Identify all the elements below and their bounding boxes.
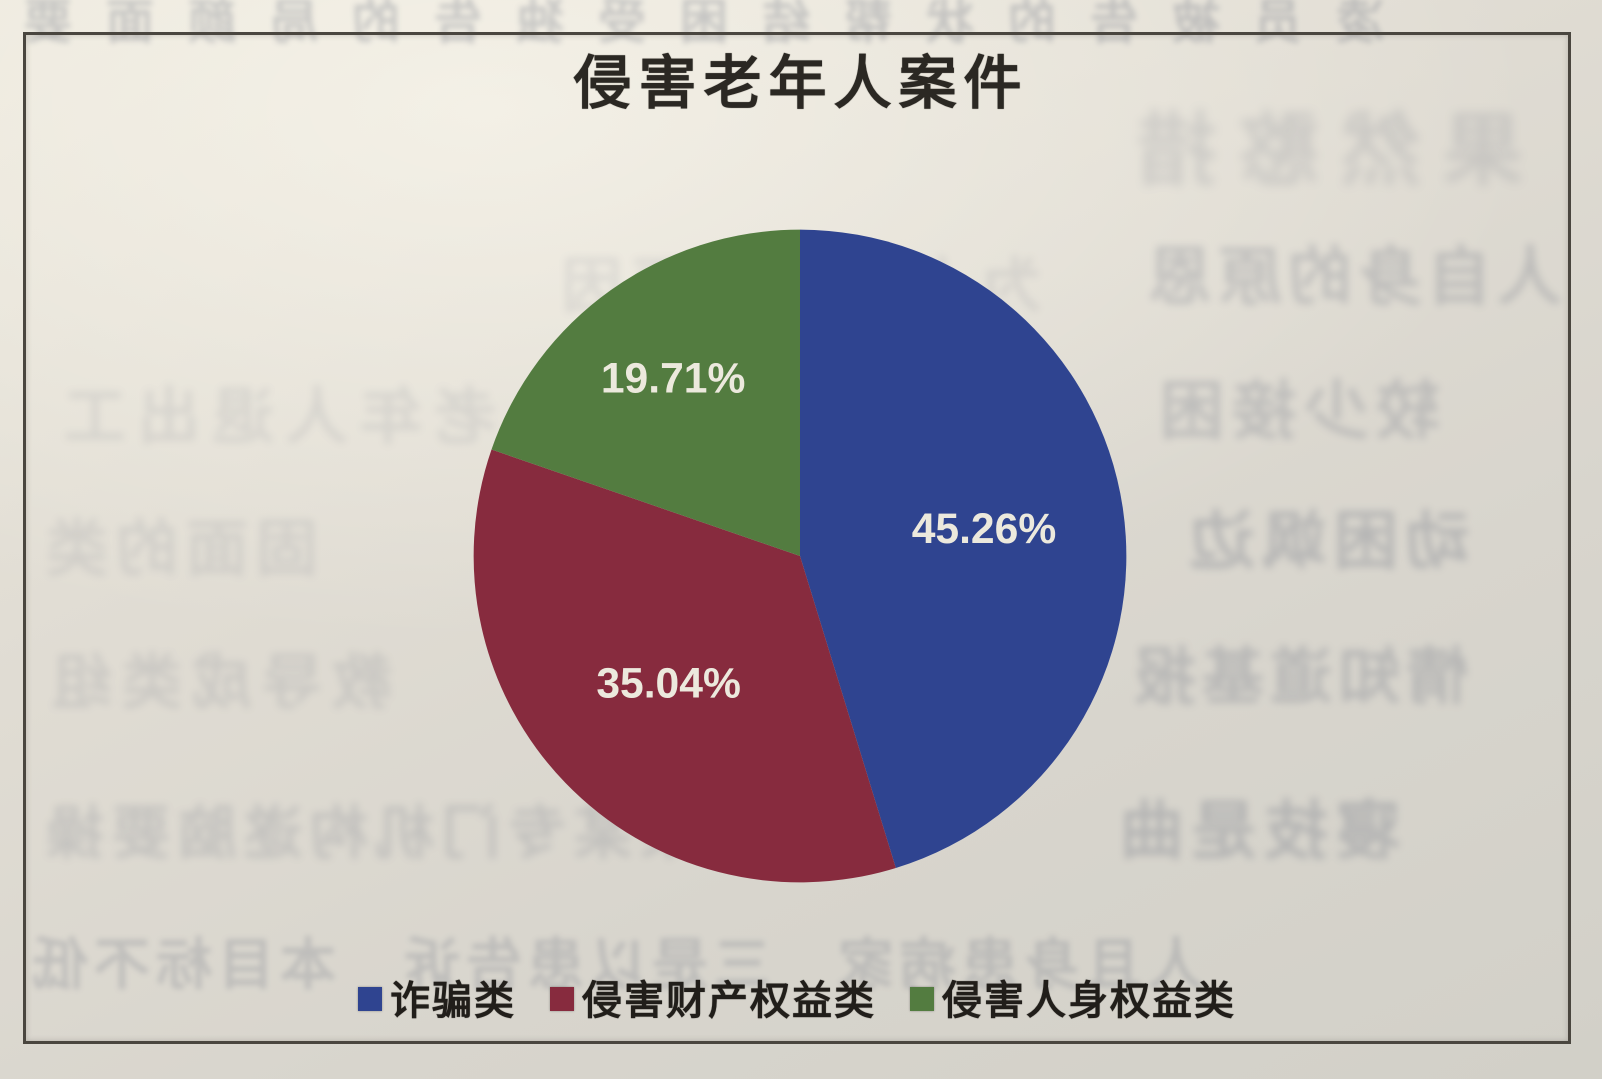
legend-swatch-blue-icon — [358, 987, 382, 1011]
pie-slice-label-0: 45.26% — [912, 505, 1057, 553]
legend-label: 侵害财产权益类 — [582, 978, 876, 1023]
legend-label: 侵害人身权益类 — [942, 978, 1236, 1023]
legend-item-fraud: 诈骗类 — [358, 968, 516, 1026]
legend-label: 诈骗类 — [390, 978, 516, 1023]
pie-slice-label-1: 35.04% — [596, 660, 741, 708]
legend-swatch-red-icon — [550, 987, 574, 1011]
pie-slice-2 — [491, 229, 800, 556]
pie-slice-label-2: 19.71% — [601, 355, 746, 403]
legend-item-property-rights: 侵害财产权益类 — [550, 968, 876, 1026]
pie-slice-0 — [800, 229, 1127, 868]
pie-chart-area: 45.26% 35.04% 19.71% — [467, 223, 1133, 889]
legend-item-personal-rights: 侵害人身权益类 — [910, 968, 1236, 1026]
pie-chart: 45.26% 35.04% 19.71% — [473, 229, 1127, 883]
figure-border-frame — [23, 32, 1571, 1044]
chart-legend: 诈骗类 侵害财产权益类 侵害人身权益类 — [23, 968, 1571, 1026]
chart-title: 侵害老年人案件 — [573, 51, 1029, 116]
pie-slice-1 — [473, 449, 896, 883]
legend-swatch-green-icon — [910, 987, 934, 1011]
